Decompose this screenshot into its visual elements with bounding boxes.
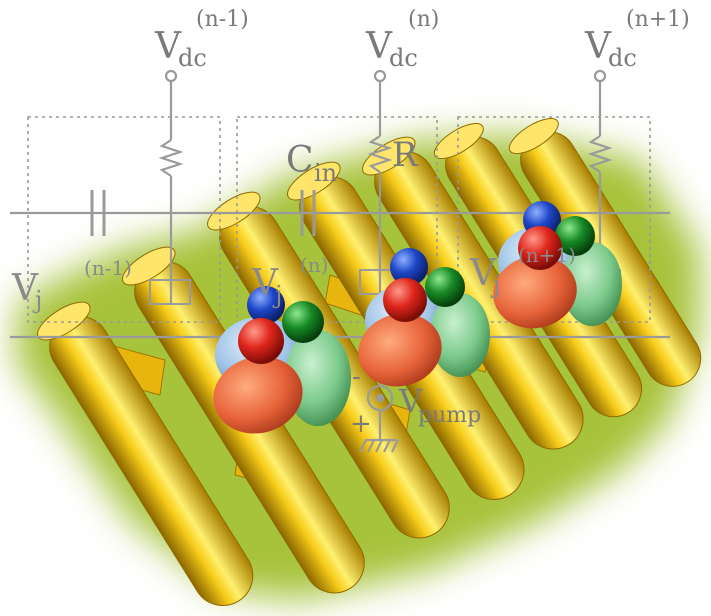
- pump-label-base: V: [398, 382, 423, 420]
- cell-box-2: [236, 116, 438, 323]
- resistor-label: R: [392, 135, 419, 175]
- vdc-label-1-sub: dc: [178, 44, 207, 72]
- vj-label-2: V j (n): [251, 253, 329, 309]
- pump-minus-sign: -: [352, 362, 361, 392]
- vj-label-1: V j (n-1): [11, 256, 132, 314]
- cin-label: C in: [286, 140, 337, 187]
- cin-label-sub: in: [314, 159, 337, 187]
- vdc-label-1-base: V: [154, 26, 182, 67]
- vdc-label-2-sub: dc: [389, 44, 418, 72]
- pump-label-sub: pump: [418, 403, 481, 428]
- vdc-label-2-base: V: [365, 26, 393, 67]
- vj-label-2-sup: (n): [300, 253, 329, 277]
- vdc-branch-1: [149, 69, 191, 305]
- vj-label-3-sup: (n+1): [518, 243, 576, 267]
- pump-label: V pump - +: [350, 362, 481, 439]
- vdc-label-3-sup: (n+1): [626, 7, 690, 32]
- vj-label-1-sup: (n-1): [84, 256, 132, 280]
- vj-label-2-sub: j: [272, 281, 282, 309]
- vdc-label-2-sup: (n): [408, 7, 439, 32]
- nanotube-1: [37, 301, 254, 606]
- vdc-label-3-sub: dc: [608, 44, 637, 72]
- vj-label-3-base: V: [469, 253, 497, 294]
- vj-label-3: V j (n+1): [469, 243, 576, 299]
- vj-label-3-sub: j: [490, 271, 500, 299]
- vdc-label-3-base: V: [584, 26, 612, 67]
- vj-label-1-base: V: [11, 268, 39, 309]
- vdc-label-1: V dc (n-1): [154, 7, 249, 72]
- vj-label-1-sub: j: [32, 286, 42, 314]
- capacitor-cin: [300, 190, 316, 236]
- cell-box-1: [27, 116, 221, 323]
- molecule-1: [213, 286, 351, 434]
- molecule-3: [493, 201, 622, 329]
- vdc-label-3: V dc (n+1): [584, 7, 690, 72]
- capacitor-1: [90, 190, 106, 236]
- vdc-label-1-sup: (n-1): [196, 7, 249, 32]
- molecule-2: [358, 248, 490, 387]
- pump-plus-sign: +: [350, 409, 372, 439]
- vdc-label-2: V dc (n): [365, 7, 439, 72]
- vj-label-2-base: V: [251, 263, 279, 304]
- cin-label-base: C: [286, 140, 314, 181]
